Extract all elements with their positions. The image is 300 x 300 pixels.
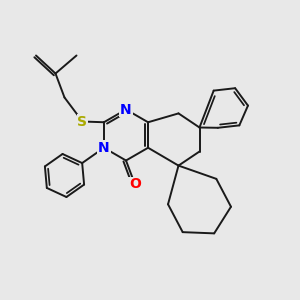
Text: N: N: [98, 141, 110, 155]
Text: S: S: [77, 115, 88, 128]
Text: N: N: [120, 103, 132, 116]
Text: O: O: [129, 178, 141, 191]
